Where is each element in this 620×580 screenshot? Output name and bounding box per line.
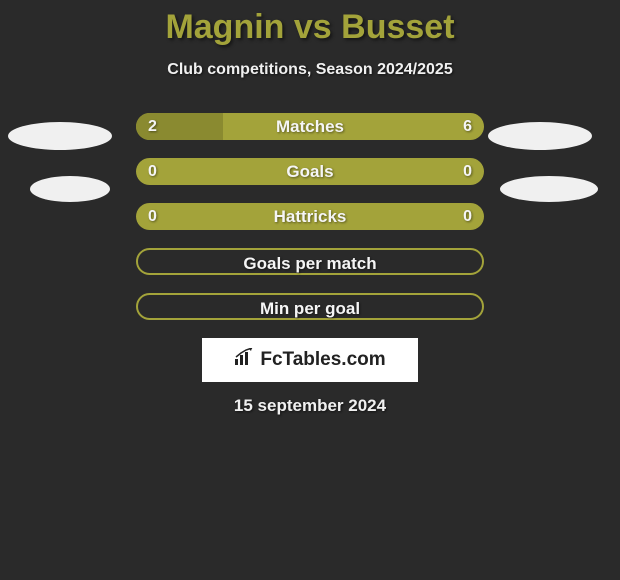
decorative-ellipse	[488, 122, 592, 150]
page-title: Magnin vs Busset	[0, 8, 620, 47]
stat-bar: Hattricks0 0	[136, 203, 484, 230]
stat-row: Goals0 0	[136, 158, 484, 185]
stat-bar-hollow: Goals per match	[136, 248, 484, 275]
stat-row: Matches2 6	[136, 113, 484, 140]
stat-value-right: 6	[463, 113, 472, 140]
logo-chart-icon	[234, 348, 256, 372]
decorative-ellipse	[500, 176, 598, 202]
stat-bar: Goals0 0	[136, 158, 484, 185]
stat-value-left: 2	[148, 113, 157, 140]
stat-row: Goals per match	[136, 248, 484, 275]
stat-value-right: 0	[463, 158, 472, 185]
stat-bar: Matches2 6	[136, 113, 484, 140]
stat-value-left: 0	[148, 158, 157, 185]
stat-label: Matches	[136, 113, 484, 140]
logo-box[interactable]: FcTables.com	[202, 338, 418, 382]
stat-bar-hollow: Min per goal	[136, 293, 484, 320]
decorative-ellipse	[30, 176, 110, 202]
stat-row: Min per goal	[136, 293, 484, 320]
stat-label: Goals per match	[138, 250, 482, 277]
subtitle: Club competitions, Season 2024/2025	[0, 61, 620, 79]
stat-row: Hattricks0 0	[136, 203, 484, 230]
date-line: 15 september 2024	[0, 396, 620, 416]
stat-value-left: 0	[148, 203, 157, 230]
stat-label: Min per goal	[138, 295, 482, 322]
stat-value-right: 0	[463, 203, 472, 230]
logo-text: FcTables.com	[260, 349, 385, 371]
decorative-ellipse	[8, 122, 112, 150]
stat-label: Goals	[136, 158, 484, 185]
stat-label: Hattricks	[136, 203, 484, 230]
